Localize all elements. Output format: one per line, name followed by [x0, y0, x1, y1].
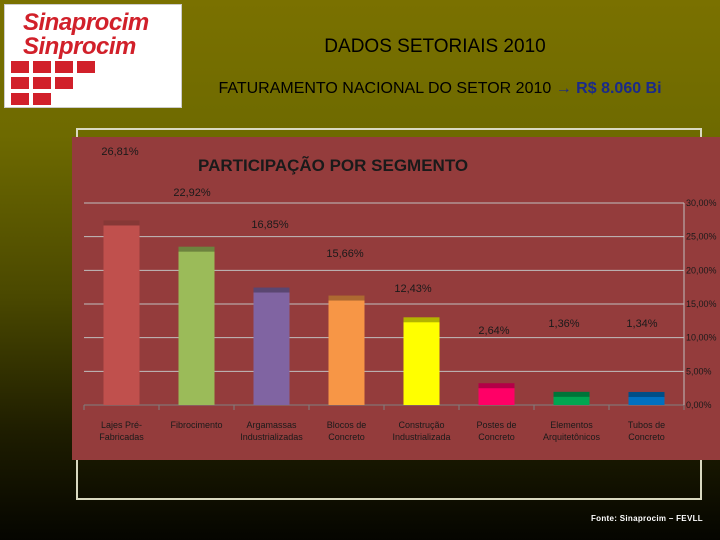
bar-top [328, 295, 365, 301]
bar [553, 395, 590, 405]
category-label: Postes de [476, 420, 516, 430]
bar-top [628, 391, 665, 397]
category-label: Construção [398, 420, 444, 430]
y-tick-label: 25,00% [686, 232, 717, 242]
y-tick-label: 10,00% [686, 333, 717, 343]
category-label: Concreto [478, 432, 515, 442]
subtitle-value: R$ 8.060 Bi [576, 80, 662, 97]
bar [103, 224, 140, 405]
data-label: 2,64% [478, 325, 509, 337]
category-label: Argamassas [246, 420, 297, 430]
y-tick-label: 30,00% [686, 198, 717, 208]
logo-text-line2: Sinprocim [23, 33, 136, 60]
page-subtitle: FATURAMENTO NACIONAL DO SETOR 2010 → R$ … [170, 80, 710, 98]
bar-top [403, 317, 440, 323]
category-label: Concreto [628, 432, 665, 442]
data-label: 26,81% [101, 146, 139, 158]
category-label: Arquitetônicos [543, 432, 601, 442]
category-label: Elementos [550, 420, 593, 430]
category-label: Concreto [328, 432, 365, 442]
data-label: 15,66% [326, 248, 364, 260]
category-label: Industrializadas [240, 432, 303, 442]
logo-text-line1: Sinaprocim [23, 9, 149, 36]
bar [478, 387, 515, 405]
bar-top [553, 391, 590, 397]
bar [328, 299, 365, 405]
bar-top [178, 246, 215, 252]
page-title: DADOS SETORIAIS 2010 [324, 36, 546, 57]
sinaprocim-logo: Sinaprocim Sinprocim [4, 4, 182, 108]
bar-top [478, 383, 515, 389]
data-label: 1,34% [626, 318, 657, 330]
category-label: Lajes Pré- [101, 420, 142, 430]
subtitle-text: FATURAMENTO NACIONAL DO SETOR 2010 [218, 80, 552, 97]
data-label: 16,85% [251, 219, 289, 231]
y-tick-label: 15,00% [686, 299, 717, 309]
y-tick-label: 0,00% [686, 400, 712, 410]
category-label: Blocos de [327, 420, 367, 430]
y-tick-label: 5,00% [686, 366, 712, 376]
bar-top [103, 220, 140, 226]
data-label: 12,43% [394, 283, 432, 295]
data-label: 22,92% [173, 187, 211, 199]
category-label: Tubos de [628, 420, 665, 430]
bar [628, 395, 665, 405]
source-note: Fonte: Sinaprocim – FEVLL [591, 514, 703, 523]
category-label: Fabricadas [99, 432, 144, 442]
category-label: Fibrocimento [170, 420, 222, 430]
bar [178, 250, 215, 405]
arrow-icon: → [555, 80, 572, 97]
data-label: 1,36% [548, 318, 579, 330]
bar-top [253, 287, 290, 293]
bar [253, 291, 290, 405]
chart-title: PARTICIPAÇÃO POR SEGMENTO [198, 155, 468, 175]
bar [403, 321, 440, 405]
category-label: Industrializada [392, 432, 450, 442]
logo-block-pattern [11, 61, 101, 105]
y-tick-label: 20,00% [686, 265, 717, 275]
